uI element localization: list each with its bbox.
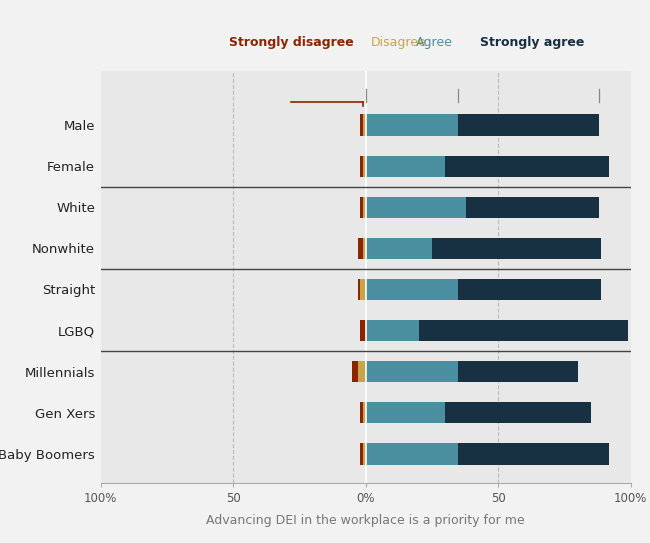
Bar bbox=[360, 402, 363, 424]
Text: Agree: Agree bbox=[416, 36, 453, 49]
Bar bbox=[360, 320, 365, 341]
Bar bbox=[365, 279, 458, 300]
Bar bbox=[419, 320, 628, 341]
Bar bbox=[365, 115, 458, 136]
Bar bbox=[365, 320, 419, 341]
Bar bbox=[445, 402, 591, 424]
Bar bbox=[458, 443, 609, 464]
Bar bbox=[458, 361, 577, 382]
Bar bbox=[363, 197, 365, 218]
Text: Strongly disagree: Strongly disagree bbox=[229, 36, 354, 49]
Bar bbox=[365, 361, 458, 382]
Bar bbox=[365, 443, 458, 464]
Bar bbox=[365, 238, 432, 259]
X-axis label: Advancing DEI in the workplace is a priority for me: Advancing DEI in the workplace is a prio… bbox=[206, 514, 525, 527]
Bar bbox=[458, 279, 601, 300]
Bar bbox=[365, 197, 466, 218]
Bar bbox=[363, 155, 365, 177]
Bar bbox=[363, 115, 365, 136]
Bar bbox=[360, 279, 365, 300]
Bar bbox=[363, 443, 365, 464]
Bar bbox=[358, 279, 360, 300]
Bar bbox=[352, 361, 358, 382]
Text: Disagree: Disagree bbox=[371, 36, 426, 49]
Bar bbox=[360, 155, 363, 177]
Bar bbox=[360, 115, 363, 136]
Bar bbox=[458, 115, 599, 136]
Bar bbox=[365, 402, 445, 424]
Bar bbox=[363, 402, 365, 424]
Bar bbox=[363, 238, 365, 259]
Bar bbox=[466, 197, 599, 218]
Bar bbox=[365, 155, 445, 177]
Bar bbox=[358, 238, 363, 259]
Bar bbox=[360, 197, 363, 218]
Bar bbox=[358, 361, 365, 382]
Text: Strongly agree: Strongly agree bbox=[480, 36, 584, 49]
Bar bbox=[445, 155, 609, 177]
Bar bbox=[432, 238, 601, 259]
Bar bbox=[360, 443, 363, 464]
